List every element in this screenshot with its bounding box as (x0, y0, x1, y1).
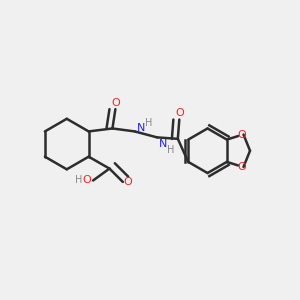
Text: H: H (167, 146, 174, 155)
Text: N: N (137, 123, 146, 133)
Text: O: O (111, 98, 120, 108)
Text: H: H (75, 176, 82, 185)
Text: O: O (175, 108, 184, 118)
Text: H: H (145, 118, 153, 128)
Text: O: O (237, 162, 246, 172)
Text: O: O (237, 130, 246, 140)
Text: O: O (124, 177, 133, 187)
Text: O: O (82, 176, 91, 185)
Text: N: N (159, 139, 168, 149)
